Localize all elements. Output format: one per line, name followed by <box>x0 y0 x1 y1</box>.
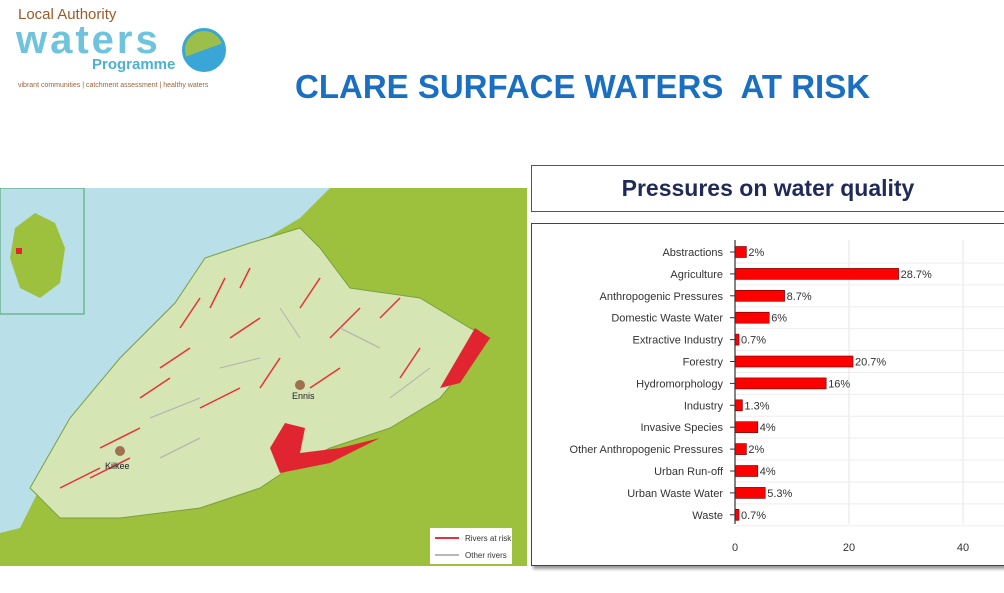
bar <box>734 355 854 368</box>
bar <box>734 377 827 390</box>
map-legend: Rivers at risk Other rivers <box>430 528 512 564</box>
x-tick-label: 20 <box>843 542 855 554</box>
data-label: 5.3% <box>767 488 792 500</box>
category-label: Waste <box>692 510 723 522</box>
x-tick-label: 0 <box>732 542 738 554</box>
bar <box>734 443 747 455</box>
data-label: 8.7% <box>787 291 812 303</box>
category-label: Invasive Species <box>640 422 723 434</box>
logo-tagline: vibrant communities | catchment assessme… <box>18 82 209 89</box>
data-label: 6% <box>771 313 787 325</box>
ennis-marker <box>295 380 305 390</box>
data-label: 0.7% <box>741 510 766 522</box>
category-label: Abstractions <box>662 247 723 259</box>
legend-swatch-risk <box>435 537 459 539</box>
logo: Local Authority waters Programme vibrant… <box>14 4 234 94</box>
category-label: Forestry <box>683 357 724 369</box>
bar <box>734 246 747 258</box>
bar <box>734 399 743 412</box>
legend-label-other: Other rivers <box>465 550 507 560</box>
data-label: 28.7% <box>901 269 932 281</box>
page-title: CLARE SURFACE WATERS AT RISK <box>295 68 871 105</box>
town-ennis: Ennis <box>292 391 315 401</box>
category-label: Domestic Waste Water <box>611 313 723 325</box>
chart-title-box: Pressures on water quality <box>531 165 1004 212</box>
bar-chart-svg: 0 20 40 Abstractions 2% Agriculture 28.7% Anthr… <box>570 240 1004 554</box>
data-label: 2% <box>748 444 764 456</box>
clare-map: Ennis Kilkee <box>0 187 527 566</box>
legend-swatch-other <box>435 554 459 556</box>
legend-label-risk: Rivers at risk <box>465 533 512 543</box>
logo-line1: Local Authority <box>18 6 117 23</box>
logo-emblem-icon <box>182 28 226 72</box>
data-label: 1.3% <box>744 400 769 412</box>
category-label: Other Anthropogenic Pressures <box>570 444 724 456</box>
category-label: Industry <box>684 400 724 412</box>
category-label: Agriculture <box>670 269 723 281</box>
chart-title: Pressures on water quality <box>621 175 915 201</box>
logo-line2: waters <box>16 18 161 62</box>
category-label: Extractive Industry <box>633 335 724 347</box>
town-kilkee: Kilkee <box>105 461 130 471</box>
category-label: Urban Run-off <box>654 466 724 478</box>
bar-chart: 0 20 40 Abstractions 2% Agriculture 28.7% Anthr… <box>531 223 1004 566</box>
bar <box>734 311 770 324</box>
bar <box>734 290 785 302</box>
bar <box>734 465 759 477</box>
category-label: Urban Waste Water <box>627 488 723 500</box>
category-label: Hydromorphology <box>636 378 723 390</box>
logo-line3: Programme <box>92 56 176 73</box>
bar <box>734 421 759 433</box>
bar <box>734 268 899 280</box>
bar <box>734 487 766 499</box>
data-label: 0.7% <box>741 335 766 347</box>
data-label: 4% <box>760 466 776 478</box>
data-label: 20.7% <box>855 357 886 369</box>
data-label: 16% <box>828 378 850 390</box>
kilkee-marker <box>115 446 125 456</box>
data-label: 2% <box>748 247 764 259</box>
category-label: Anthropogenic Pressures <box>599 291 723 303</box>
data-label: 4% <box>760 422 776 434</box>
x-tick-label: 40 <box>957 542 969 554</box>
